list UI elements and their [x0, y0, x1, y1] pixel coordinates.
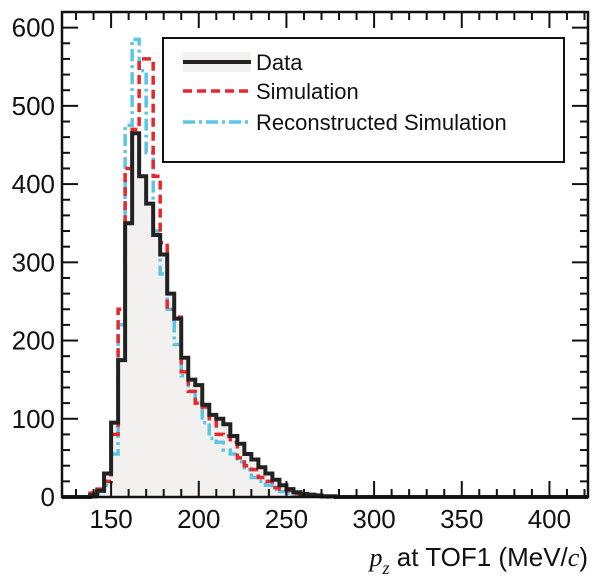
- y-tick-label: 500: [12, 91, 55, 121]
- x-axis-label-text: at TOF1 (MeV/: [390, 542, 569, 572]
- legend-label: Data: [256, 50, 303, 75]
- data-fill-area: [62, 133, 588, 497]
- x-tick-label: 300: [352, 504, 395, 534]
- x-tick-label: 200: [177, 504, 220, 534]
- x-tick-label: 150: [89, 504, 132, 534]
- x-axis-label-close: ): [579, 542, 588, 572]
- x-tick-label: 400: [528, 504, 571, 534]
- y-tick-label: 600: [12, 13, 55, 43]
- x-axis-label-unit: c: [568, 543, 580, 572]
- legend: Data Simulation Reconstructed Simulation: [163, 38, 564, 162]
- x-axis-label: pz at TOF1 (MeV/c): [368, 542, 588, 578]
- y-tick-label: 0: [41, 482, 55, 512]
- x-axis-label-variable: p: [368, 543, 383, 572]
- y-tick-label: 300: [12, 247, 55, 277]
- y-tick-label: 400: [12, 169, 55, 199]
- y-tick-label: 100: [12, 404, 55, 434]
- legend-label: Simulation: [256, 79, 359, 104]
- x-tick-label: 350: [440, 504, 483, 534]
- x-tick-label: 250: [265, 504, 308, 534]
- legend-label: Reconstructed Simulation: [256, 110, 507, 135]
- x-tick-labels: 150 200 250 300 350 400: [89, 504, 571, 534]
- data-fill: [62, 133, 588, 497]
- y-tick-label: 200: [12, 326, 55, 356]
- y-tick-labels: 0 100 200 300 400 500 600: [12, 13, 55, 512]
- legend-entry-data: Data: [183, 50, 303, 75]
- x-axis-label-subscript: z: [382, 558, 390, 578]
